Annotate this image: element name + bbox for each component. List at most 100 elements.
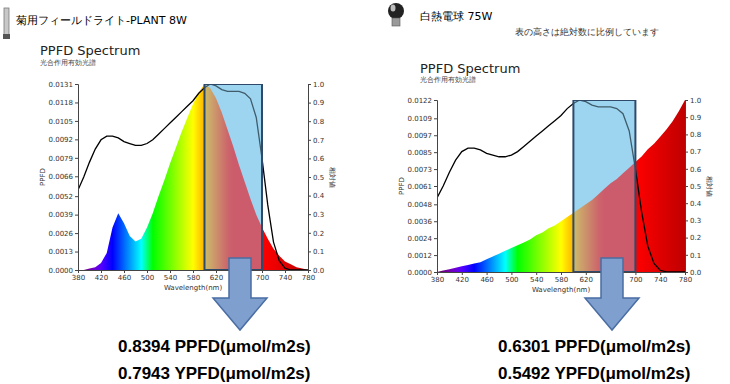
tick: 0.2 — [308, 230, 324, 238]
tick-mark — [434, 204, 437, 205]
tick: 0.0026 — [49, 230, 79, 238]
lamp-icon — [388, 3, 404, 26]
arrow — [213, 258, 267, 330]
tick: 0.5 — [308, 174, 324, 182]
chart: 白熱電球 75W表の高さは絶対数に比例していますPPFD Spectrum光合作… — [398, 10, 713, 383]
tick-label: 380 — [431, 276, 444, 284]
tick-mark — [308, 196, 311, 197]
tick: 0.7 — [685, 148, 701, 156]
tick-mark — [262, 270, 263, 273]
tick: 580 — [187, 270, 200, 282]
tick-mark — [308, 84, 311, 85]
tick: 0.1 — [685, 252, 701, 260]
tick: 0.3 — [685, 217, 701, 225]
tick-mark — [685, 152, 688, 153]
tick-label: 780 — [679, 276, 692, 284]
tick-mark — [75, 121, 78, 122]
tick-label: 380 — [72, 274, 85, 282]
tick-mark — [75, 84, 78, 85]
tick-mark — [75, 158, 78, 159]
tick-mark — [308, 140, 311, 141]
highlight-overlay — [573, 100, 635, 272]
axis-line — [309, 85, 312, 271]
tick-mark — [75, 196, 78, 197]
tick-mark — [685, 100, 688, 101]
y2-axis: 0.00.10.20.30.40.50.60.70.80.91.0 — [308, 81, 325, 275]
tick: 1.0 — [308, 81, 324, 89]
tick-label: 0.0105 — [49, 118, 74, 126]
result-value: 0.7943 YPFD(μmol/m2s) — [118, 364, 310, 383]
tick-mark — [462, 272, 463, 275]
tick-mark — [434, 135, 437, 136]
tick: 0.6 — [308, 155, 325, 163]
tick: 0.0118 — [49, 99, 79, 107]
tick-mark — [434, 238, 437, 239]
tick-mark — [685, 169, 688, 170]
tick: 620 — [580, 272, 593, 284]
tick: 0.9 — [685, 114, 701, 122]
result-value: 0.8394 PPFD(μmol/m2s) — [118, 337, 311, 356]
tick-label: 420 — [456, 276, 469, 284]
tick-label: 700 — [256, 274, 269, 282]
result-value: 0.6301 PPFD(μmol/m2s) — [498, 337, 691, 356]
tick-label: 0.9 — [690, 114, 701, 122]
tick: 540 — [530, 272, 543, 284]
tick: 0.0122 — [408, 97, 438, 105]
tick-label: 0.0109 — [408, 115, 433, 123]
tick: 0.2 — [685, 234, 701, 242]
tick-label: 0.0036 — [408, 218, 433, 226]
tick: 500 — [141, 270, 154, 282]
tick-label: 0.9 — [313, 99, 324, 107]
tick-mark — [308, 214, 311, 215]
tick-label: 0.0039 — [49, 211, 74, 219]
tick-label: 1.0 — [313, 81, 324, 89]
tick-label: 0.0092 — [49, 136, 74, 144]
tick-mark — [285, 270, 286, 273]
tick-mark — [308, 270, 311, 271]
tick: 0.0013 — [49, 248, 79, 256]
tick: 0.0085 — [408, 149, 438, 157]
tick-mark — [685, 134, 688, 135]
tick: 0.0024 — [408, 235, 438, 243]
tick-label: 0.0122 — [408, 97, 433, 105]
lamp-name: 白熱電球 75W — [420, 10, 492, 23]
spectrum-area — [437, 100, 685, 272]
tick: 0.0097 — [408, 132, 438, 140]
tick-label: 780 — [302, 274, 315, 282]
tick-label: 0.4 — [690, 200, 702, 208]
lamp-icon-cap — [392, 18, 400, 26]
tick-label: 0.8 — [313, 118, 324, 126]
tick: 0.4 — [308, 192, 325, 200]
tick-label: 420 — [95, 274, 108, 282]
tick-label: 0.8 — [690, 131, 701, 139]
y-axis-title: PPFD — [39, 168, 47, 186]
tick-label: 0.0012 — [408, 252, 433, 260]
y2-axis-title: 相対値 — [705, 176, 713, 197]
highlight-range — [205, 84, 263, 270]
tick: 0.0036 — [408, 218, 438, 226]
tick-label: 0.0013 — [49, 248, 74, 256]
tick: 0.0000 — [408, 269, 438, 277]
tick-label: 0.0000 — [408, 269, 433, 277]
axis-line — [79, 271, 309, 274]
tick-mark — [685, 203, 688, 204]
tick-mark — [685, 255, 688, 256]
tick: 0.1 — [308, 248, 324, 256]
tick: 0.0052 — [49, 193, 79, 201]
tick-label: 500 — [505, 276, 518, 284]
y-axis: 0.00000.00120.00240.00360.00480.00610.00… — [408, 97, 438, 277]
tick-mark — [308, 103, 311, 104]
tick-label: 0.4 — [313, 192, 325, 200]
tick-mark — [434, 221, 437, 222]
tick-label: 0.0118 — [49, 99, 74, 107]
tick: 700 — [629, 272, 642, 284]
result-value: 0.5492 YPFD(μmol/m2s) — [498, 364, 690, 383]
tick-label: 0.0079 — [49, 155, 74, 163]
tick-label: 0.3 — [690, 217, 701, 225]
tick-label: 0.7 — [690, 148, 701, 156]
tick: 460 — [118, 270, 131, 282]
plot-area — [78, 84, 308, 270]
lamp-icon-body — [4, 8, 9, 38]
tick-label: 460 — [480, 276, 493, 284]
tick-mark — [434, 100, 437, 101]
